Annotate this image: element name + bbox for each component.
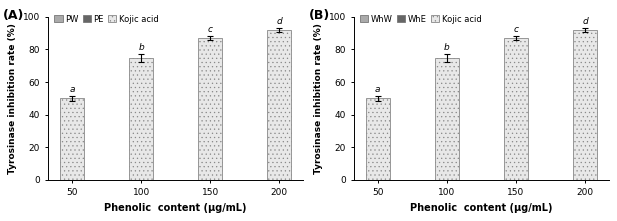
Legend: PW, PE, Kojic acid: PW, PE, Kojic acid bbox=[52, 13, 160, 25]
Text: c: c bbox=[208, 25, 213, 34]
Bar bbox=[435, 58, 459, 180]
Bar bbox=[504, 38, 528, 180]
Text: a: a bbox=[375, 85, 381, 94]
Bar bbox=[573, 30, 597, 180]
Y-axis label: Tyrosinase inhibition rate (%): Tyrosinase inhibition rate (%) bbox=[314, 23, 323, 174]
Bar bbox=[60, 98, 84, 180]
X-axis label: Phenolic  content (μg/mL): Phenolic content (μg/mL) bbox=[410, 203, 553, 213]
Y-axis label: Tyrosinase inhibition rate (%): Tyrosinase inhibition rate (%) bbox=[9, 23, 17, 174]
Text: (A): (A) bbox=[2, 9, 24, 22]
Text: d: d bbox=[582, 17, 588, 26]
Text: (B): (B) bbox=[308, 9, 329, 22]
Text: b: b bbox=[138, 43, 144, 51]
Bar bbox=[198, 38, 222, 180]
Text: d: d bbox=[276, 17, 282, 26]
Bar bbox=[129, 58, 153, 180]
Text: c: c bbox=[513, 25, 518, 34]
Text: a: a bbox=[69, 85, 75, 94]
Bar bbox=[267, 30, 291, 180]
Legend: WhW, WhE, Kojic acid: WhW, WhE, Kojic acid bbox=[358, 13, 483, 25]
X-axis label: Phenolic  content (μg/mL): Phenolic content (μg/mL) bbox=[104, 203, 247, 213]
Bar bbox=[366, 98, 390, 180]
Text: b: b bbox=[444, 43, 450, 51]
